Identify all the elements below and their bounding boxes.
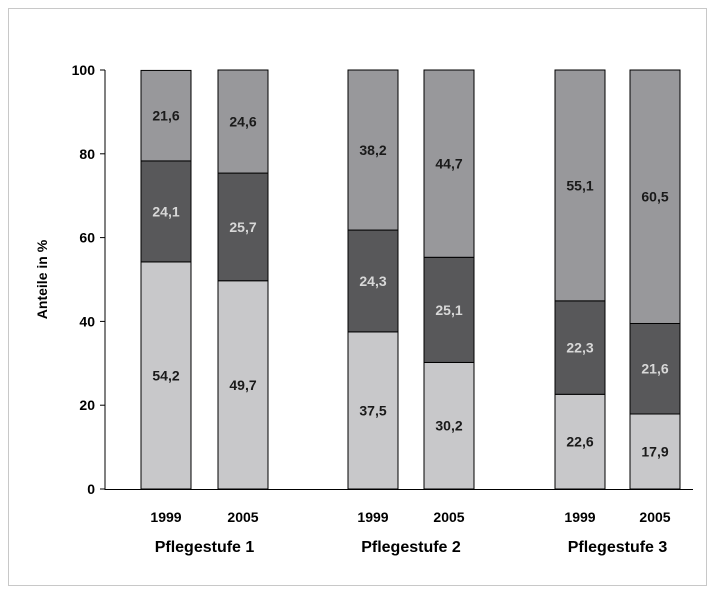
bar-segment xyxy=(423,361,475,490)
y-tick-label: 80 xyxy=(79,146,95,162)
bar-segment xyxy=(140,261,192,490)
bar-value-label: 21,6 xyxy=(641,361,668,377)
bar-segment xyxy=(629,322,681,415)
y-tick-label: 40 xyxy=(79,313,95,329)
bar-value-label: 55,1 xyxy=(566,177,593,193)
bar-value-label: 44,7 xyxy=(435,156,462,172)
bar-value-label: 22,3 xyxy=(566,340,593,356)
y-tick-label: 60 xyxy=(79,230,95,246)
bar-value-label: 25,1 xyxy=(435,302,462,318)
bar-value-label: 60,5 xyxy=(641,189,668,205)
bar-segment xyxy=(347,331,399,490)
x-tick-label: 1999 xyxy=(564,509,595,525)
bar-segment xyxy=(140,69,192,162)
bar-value-label: 30,2 xyxy=(435,418,462,434)
group-label: Pflegestufe 1 xyxy=(155,539,255,556)
bar-segment xyxy=(423,256,475,363)
bar-segment xyxy=(347,229,399,333)
bar-value-label: 24,3 xyxy=(359,273,386,289)
x-tick-label: 2005 xyxy=(433,509,464,525)
bar-value-label: 38,2 xyxy=(359,142,386,158)
y-tick-label: 100 xyxy=(72,62,96,78)
bar-segment xyxy=(554,69,606,302)
bar-segment xyxy=(629,69,681,324)
x-tick-label: 1999 xyxy=(150,509,181,525)
x-tick-label: 2005 xyxy=(227,509,258,525)
y-tick-label: 20 xyxy=(79,397,95,413)
bar-segment xyxy=(140,160,192,263)
bar-segment xyxy=(217,69,269,174)
bar-value-label: 25,7 xyxy=(229,219,256,235)
bar-value-label: 24,1 xyxy=(152,203,179,219)
bar-value-label: 54,2 xyxy=(152,367,179,383)
bar-segment xyxy=(217,280,269,490)
group-label: Pflegestufe 2 xyxy=(361,539,461,556)
group-label: Pflegestufe 3 xyxy=(568,539,668,556)
bar-segment xyxy=(347,69,399,231)
y-tick-label: 0 xyxy=(87,481,95,497)
y-axis-title: Anteile in % xyxy=(34,239,50,319)
bar-value-label: 21,6 xyxy=(152,108,179,124)
bar-value-label: 17,9 xyxy=(641,443,668,459)
bar-value-label: 22,6 xyxy=(566,434,593,450)
x-tick-label: 2005 xyxy=(639,509,670,525)
bar-segment xyxy=(629,413,681,490)
bar-value-label: 37,5 xyxy=(359,402,386,418)
bar-value-label: 49,7 xyxy=(229,377,256,393)
x-tick-label: 1999 xyxy=(357,509,388,525)
bar-segment xyxy=(423,69,475,258)
bar-value-label: 24,6 xyxy=(229,114,256,130)
